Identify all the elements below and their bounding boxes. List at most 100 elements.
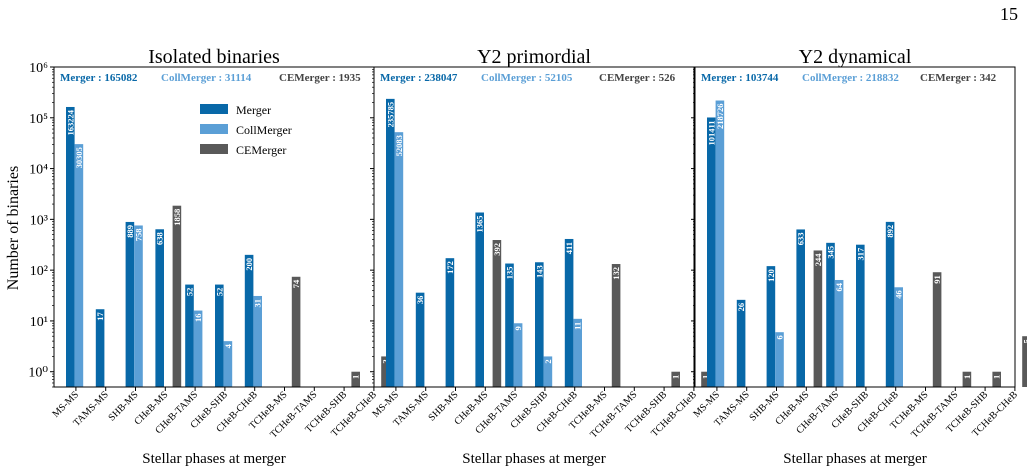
bar-value-label: 758 <box>134 228 144 241</box>
bar-merger <box>535 262 544 387</box>
bar-cemerger <box>701 371 710 387</box>
bar-value-label: 163224 <box>65 109 75 135</box>
y-tick-label: 10⁵ <box>29 112 48 127</box>
bar-value-label: 1 <box>962 375 972 379</box>
bar-merger <box>796 229 805 387</box>
total-collmerger: CollMerger : 31114 <box>161 72 252 84</box>
bar-value-label: 74 <box>291 279 301 288</box>
bar-value-label: 2 <box>381 359 391 363</box>
bar-merger <box>856 244 865 387</box>
legend-swatch-cemerger <box>200 144 228 154</box>
bar-collmerger <box>715 100 725 388</box>
bar-value-label: 1858 <box>172 209 182 226</box>
bar-value-label: 101411 <box>706 120 716 145</box>
bar-value-label: 91 <box>932 275 942 284</box>
bar-collmerger <box>543 356 553 387</box>
bar-merger <box>505 263 514 387</box>
bar-value-label: 218726 <box>715 104 725 129</box>
bar-collmerger <box>74 144 84 387</box>
bar-collmerger <box>223 341 233 387</box>
bar-value-label: 135 <box>505 267 515 280</box>
bar-value-label: 889 <box>125 225 135 238</box>
bar-value-label: 1 <box>992 375 1002 379</box>
chart-title: Y2 primordial <box>477 46 591 68</box>
bar-value-label: 30305 <box>74 147 84 168</box>
bar-cemerger <box>351 371 360 387</box>
bar-cemerger <box>492 240 502 387</box>
bar-value-label: 633 <box>796 232 806 245</box>
x-axis-label: Stellar phases at merger <box>462 451 605 467</box>
chart-title: Y2 dynamical <box>799 46 912 68</box>
total-merger: Merger : 103744 <box>701 72 779 84</box>
bar-value-label: 638 <box>155 232 165 245</box>
bar-value-label: 11 <box>573 322 583 330</box>
total-cemerger: CEMerger : 1935 <box>279 72 361 84</box>
bar-cemerger <box>611 264 621 387</box>
bar-value-label: 26 <box>736 303 746 312</box>
bar-cemerger <box>962 371 972 387</box>
bar-value-label: 317 <box>855 247 865 261</box>
bar-merger <box>707 117 716 387</box>
chart-title: Isolated binaries <box>148 46 280 68</box>
bar-value-label: 120 <box>766 269 776 282</box>
y-tick-label: 10⁰ <box>28 366 48 381</box>
bar-collmerger <box>775 332 784 387</box>
bar-merger <box>66 106 75 387</box>
bar-merger <box>155 229 164 387</box>
legend-swatch-collmerger <box>200 124 228 134</box>
bar-collmerger <box>193 310 203 387</box>
bar-value-label: 1365 <box>475 215 485 232</box>
bar-merger <box>766 266 776 387</box>
legend: Merger CollMerger CEMerger <box>200 103 292 157</box>
total-collmerger: CollMerger : 218832 <box>802 72 899 84</box>
legend-label-collmerger: CollMerger <box>236 123 292 137</box>
bar-collmerger <box>573 318 582 387</box>
bar-value-label: 46 <box>894 290 904 299</box>
y-tick-label: 10⁶ <box>29 61 48 76</box>
bar-value-label: 1 <box>671 375 681 379</box>
bar-value-label: 132 <box>611 267 621 280</box>
bar-value-label: 5 <box>1022 339 1027 343</box>
bar-value-label: 16 <box>193 314 203 323</box>
bar-value-label: 17 <box>95 311 105 320</box>
bar-value-label: 31 <box>253 299 263 308</box>
bar-value-label: 244 <box>813 253 823 266</box>
bar-value-label: 235785 <box>385 102 395 128</box>
bar-merger <box>386 98 395 388</box>
bar-value-label: 9 <box>513 326 523 330</box>
bar-cemerger <box>813 250 823 387</box>
bar-value-label: 6 <box>775 335 785 339</box>
bar-cemerger <box>1022 336 1027 387</box>
legend-label-merger: Merger <box>236 103 271 117</box>
legend-swatch-merger <box>200 104 228 114</box>
bar-value-label: 4 <box>223 343 233 348</box>
bar-cemerger <box>671 371 680 387</box>
bar-merger <box>244 254 254 387</box>
bar-merger <box>185 284 194 387</box>
y-axis-label: Number of binaries <box>5 166 22 290</box>
bar-value-label: 892 <box>885 225 895 238</box>
bar-collmerger <box>894 287 903 387</box>
bar-cemerger <box>381 356 390 387</box>
bar-collmerger <box>513 323 523 387</box>
bar-merger <box>415 292 425 387</box>
bar-merger <box>95 309 105 387</box>
bar-value-label: 200 <box>244 258 254 271</box>
bar-merger <box>215 284 224 387</box>
bar-value-label: 345 <box>826 246 836 259</box>
bar-merger <box>475 212 484 387</box>
bar-value-label: 2 <box>543 359 553 363</box>
bar-collmerger <box>134 225 143 387</box>
bar-merger <box>826 242 835 387</box>
bar-merger <box>125 221 135 387</box>
total-merger: Merger : 238047 <box>380 72 458 84</box>
bar-collmerger <box>394 132 404 387</box>
bar-cemerger <box>291 276 301 387</box>
x-axis-label: Stellar phases at merger <box>783 451 926 467</box>
y-tick-label: 10² <box>30 264 48 279</box>
bar-value-label: 172 <box>445 261 455 274</box>
